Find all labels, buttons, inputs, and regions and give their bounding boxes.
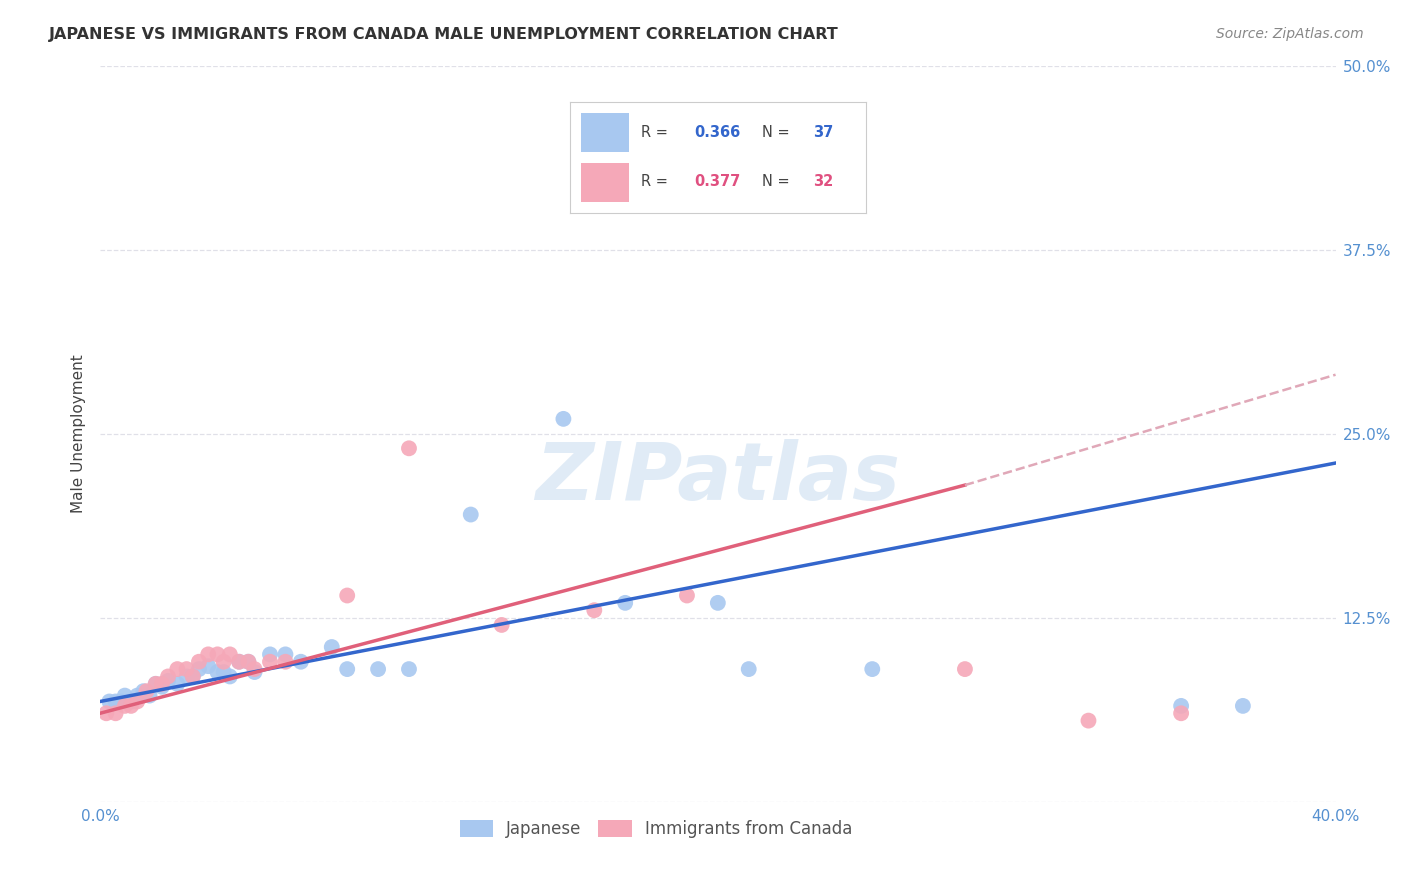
- Point: [398, 662, 420, 676]
- Point: [104, 694, 127, 708]
- Point: [98, 694, 121, 708]
- Point: [1170, 706, 1192, 721]
- Point: [860, 662, 883, 676]
- Point: [228, 655, 250, 669]
- Point: [138, 689, 160, 703]
- Point: [197, 648, 219, 662]
- Point: [212, 665, 235, 679]
- Point: [166, 677, 188, 691]
- Point: [127, 694, 149, 708]
- Point: [336, 589, 359, 603]
- Point: [274, 655, 297, 669]
- Point: [166, 662, 188, 676]
- Point: [157, 669, 180, 683]
- Point: [207, 665, 229, 679]
- Point: [553, 412, 575, 426]
- Point: [1170, 698, 1192, 713]
- Point: [707, 596, 730, 610]
- Point: [188, 655, 211, 669]
- Point: [96, 706, 118, 721]
- Point: [1077, 714, 1099, 728]
- Point: [145, 677, 167, 691]
- Point: [207, 648, 229, 662]
- Point: [367, 662, 389, 676]
- Point: [274, 648, 297, 662]
- Point: [460, 508, 482, 522]
- Point: [243, 665, 266, 679]
- Point: [290, 655, 312, 669]
- Text: ZIPatlas: ZIPatlas: [536, 439, 900, 516]
- Point: [398, 442, 420, 456]
- Text: JAPANESE VS IMMIGRANTS FROM CANADA MALE UNEMPLOYMENT CORRELATION CHART: JAPANESE VS IMMIGRANTS FROM CANADA MALE …: [49, 27, 839, 42]
- Point: [157, 673, 180, 688]
- Point: [676, 589, 699, 603]
- Point: [583, 603, 606, 617]
- Text: Source: ZipAtlas.com: Source: ZipAtlas.com: [1216, 27, 1364, 41]
- Point: [120, 694, 142, 708]
- Point: [145, 677, 167, 691]
- Point: [336, 662, 359, 676]
- Point: [238, 655, 260, 669]
- Point: [114, 689, 136, 703]
- Point: [176, 662, 198, 676]
- Point: [111, 694, 134, 708]
- Point: [135, 684, 157, 698]
- Point: [243, 662, 266, 676]
- Point: [127, 689, 149, 703]
- Point: [150, 680, 173, 694]
- Point: [114, 698, 136, 713]
- Point: [218, 669, 240, 683]
- Point: [176, 669, 198, 683]
- Point: [953, 662, 976, 676]
- Point: [845, 154, 868, 169]
- Point: [218, 648, 240, 662]
- Point: [228, 655, 250, 669]
- Y-axis label: Male Unemployment: Male Unemployment: [72, 354, 86, 513]
- Point: [238, 655, 260, 669]
- Point: [754, 161, 776, 176]
- Point: [132, 684, 155, 698]
- Point: [259, 648, 281, 662]
- Point: [1232, 698, 1254, 713]
- Point: [738, 662, 761, 676]
- Point: [150, 677, 173, 691]
- Point: [212, 655, 235, 669]
- Legend: Japanese, Immigrants from Canada: Japanese, Immigrants from Canada: [453, 814, 859, 845]
- Point: [259, 655, 281, 669]
- Point: [614, 596, 637, 610]
- Point: [181, 669, 204, 683]
- Point: [104, 706, 127, 721]
- Point: [181, 669, 204, 683]
- Point: [197, 659, 219, 673]
- Point: [188, 662, 211, 676]
- Point: [321, 640, 343, 654]
- Point: [120, 698, 142, 713]
- Point: [491, 618, 513, 632]
